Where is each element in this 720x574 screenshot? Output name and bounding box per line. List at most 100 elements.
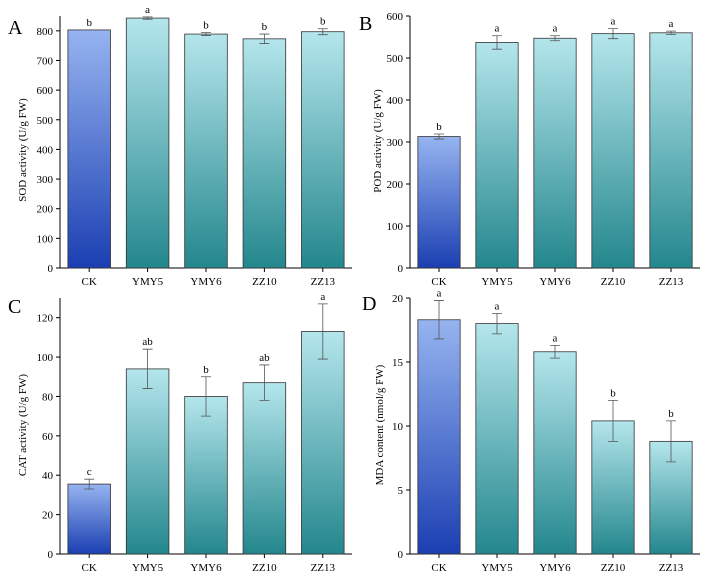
y-tick-label: 100 [387,221,404,233]
y-tick-label: 300 [387,137,404,149]
y-tick-label: 20 [392,293,404,305]
significance-label: b [262,21,268,33]
significance-label: ab [259,352,270,364]
panel-b-ylabel: POD activity (U/g FW) [372,89,384,193]
significance-label: a [553,23,558,35]
x-tick-label: YMY5 [481,276,513,288]
y-tick-label: 0 [48,263,54,275]
x-tick-label: ZZ13 [659,562,684,574]
panel-a: A 0 100 200 300 400 500 600 700 800 b CK a YMY5 b YMY6… [8,4,352,288]
y-tick-label: 80 [42,391,54,403]
error-bar [84,478,95,490]
y-tick-label: 600 [387,11,404,23]
panel-a-plot: 0 100 200 300 400 500 600 700 800 b CK a YMY5 b YMY6 b Z… [37,4,352,288]
panel-a-ylabel: SOD activity (U/g FW) [17,98,29,202]
x-tick-label: YMY5 [132,276,164,288]
panel-b-plot: 0 100 200 300 400 500 600 b CK a YMY5 a YMY6 a ZZ10 a ZZ… [387,11,700,288]
significance-label: a [437,288,442,300]
y-tick-label: 700 [37,55,54,67]
error-bar [492,35,502,50]
error-bar [201,376,211,417]
y-tick-label: 15 [392,357,404,369]
y-tick-label: 300 [37,174,54,186]
y-tick-label: 0 [398,549,404,561]
bar-zz13 [301,331,345,555]
bar-ck [67,29,111,269]
significance-label: a [611,16,616,28]
significance-label: a [495,300,500,312]
panel-c-plot: 0 20 40 60 80 100 120 c CK ab YMY5 b YMY6 ab ZZ10 a ZZ13 [37,291,352,574]
y-tick-label: 20 [42,510,54,522]
significance-label: a [145,4,150,16]
bar-zz10 [591,33,635,269]
y-tick-label: 200 [387,179,404,191]
y-tick-label: 500 [387,53,404,65]
y-tick-label: 100 [37,352,54,364]
y-tick-label: 400 [387,95,404,107]
y-tick-label: 0 [48,549,54,561]
error-bar [608,400,618,442]
error-bar [259,364,270,401]
panel-d-letter: D [362,293,376,315]
bar-ck [417,136,461,269]
y-tick-label: 500 [37,115,54,127]
bar-ymy5 [125,17,170,269]
bar-ck [67,483,111,555]
x-tick-label: ZZ13 [311,276,336,288]
error-bar [492,312,502,335]
x-tick-label: YMY6 [539,276,571,288]
bar-ymy6 [533,351,577,555]
bar-zz13 [649,32,693,269]
error-bar [142,16,153,20]
panel-b-letter: B [359,13,372,35]
bar-zz10 [242,38,287,269]
error-bar [666,420,676,463]
bar-ymy6 [184,396,228,555]
x-tick-label: YMY5 [481,562,513,574]
bar-ck [417,319,461,555]
error-bar [666,30,676,35]
significance-label: b [203,20,209,32]
bar-zz13 [301,31,345,269]
bar-ymy5 [475,323,519,555]
y-tick-label: 60 [42,431,54,443]
panel-d: D 0 5 10 15 20 a CK a YMY5 a YMY6 b ZZ10 b ZZ13 MDA co… [362,288,700,574]
significance-label: b [86,17,92,29]
panel-d-plot: 0 5 10 15 20 a CK a YMY5 a YMY6 b ZZ10 b ZZ13 [392,288,700,574]
y-tick-label: 10 [392,421,404,433]
x-tick-label: CK [82,562,97,574]
error-bar [317,28,328,36]
error-bar [259,33,270,44]
x-tick-label: CK [82,276,97,288]
y-tick-label: 200 [37,204,54,216]
x-tick-label: ZZ10 [601,276,626,288]
x-tick-label: YMY6 [539,562,571,574]
bar-ymy6 [533,37,577,269]
x-tick-label: ZZ10 [601,562,626,574]
significance-label: c [87,466,92,478]
bar-zz10 [242,382,287,555]
significance-label: b [610,387,616,399]
x-tick-label: YMY6 [190,276,222,288]
y-tick-label: 120 [37,313,54,325]
y-tick-label: 5 [398,485,404,497]
significance-label: a [320,291,325,303]
panel-c: C 0 20 40 60 80 100 120 c CK ab YMY5 b YMY6 ab ZZ10 a ZZ… [8,291,352,574]
bar-ymy6 [184,33,228,269]
error-bar [434,133,444,140]
significance-label: a [669,18,674,30]
x-tick-label: CK [431,562,446,574]
error-bar [434,300,444,340]
x-tick-label: ZZ13 [659,276,684,288]
bar-ymy5 [475,42,519,269]
significance-label: b [668,408,674,420]
error-bar [142,348,153,389]
panel-c-letter: C [8,296,21,318]
panel-d-ylabel: MDA content (nmol/g FW) [374,364,386,485]
x-tick-label: ZZ13 [311,562,336,574]
x-tick-label: YMY5 [132,562,164,574]
significance-label: b [203,364,209,376]
error-bar [201,32,211,36]
panel-a-letter: A [8,17,23,39]
